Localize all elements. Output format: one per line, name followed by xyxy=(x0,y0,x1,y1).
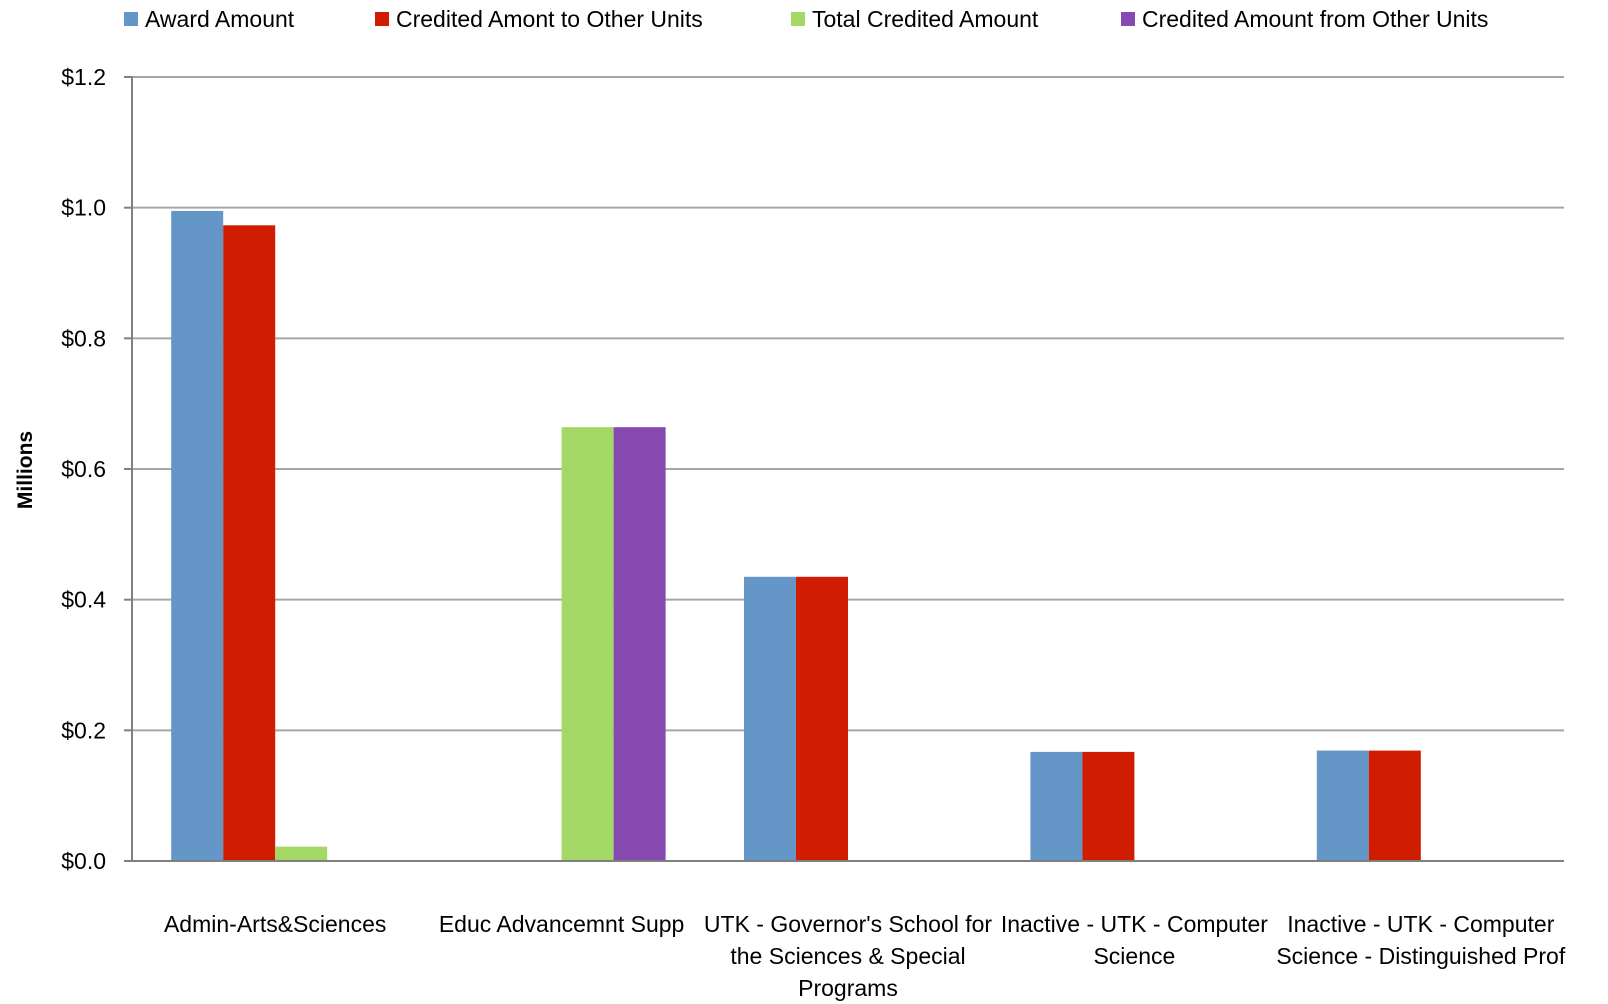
bar xyxy=(1030,751,1083,861)
bar xyxy=(1082,751,1135,861)
y-tick-label: $0.8 xyxy=(61,325,106,351)
bar xyxy=(744,576,796,861)
bar xyxy=(561,427,614,861)
y-tick-label: $1.0 xyxy=(61,195,106,221)
y-tick-label: $1.2 xyxy=(61,64,106,90)
legend-swatch xyxy=(791,12,805,26)
y-tick-label: $0.4 xyxy=(61,587,106,613)
axes xyxy=(124,77,1564,862)
x-tick-label: Inactive - UTK - Computer Science - Dist… xyxy=(1276,911,1566,969)
y-axis-ticks: $0.0 $0.2 $0.4 $0.6 $0.8 $1.0 $1.2 xyxy=(61,64,132,874)
legend-item-credited-to-other: Credited Amont to Other Units xyxy=(375,6,703,32)
legend: Award Amount Credited Amont to Other Uni… xyxy=(0,0,1608,40)
bar xyxy=(171,210,224,861)
legend-swatch xyxy=(375,12,389,26)
y-tick-label: $0.6 xyxy=(61,456,106,482)
bar xyxy=(1316,750,1369,861)
legend-swatch xyxy=(124,12,138,26)
x-tick-label: Educ Advancemnt Supp xyxy=(438,911,685,937)
legend-swatch xyxy=(1121,12,1135,26)
x-tick-label: Inactive - UTK - Computer Science xyxy=(1000,911,1268,969)
legend-item-award-amount: Award Amount xyxy=(124,6,294,32)
bar xyxy=(275,846,328,861)
legend-item-total-credited: Total Credited Amount xyxy=(791,6,1038,32)
legend-label: Total Credited Amount xyxy=(812,5,1039,32)
bar xyxy=(613,427,666,861)
y-tick-label: $0.0 xyxy=(61,848,106,874)
bar xyxy=(223,225,276,862)
y-tick-label: $0.2 xyxy=(61,717,106,743)
legend-label: Credited Amont to Other Units xyxy=(396,5,703,32)
bars xyxy=(171,210,1421,862)
legend-label: Credited Amount from Other Units xyxy=(1142,5,1489,32)
x-tick-label: Admin-Arts&Sciences xyxy=(163,911,387,937)
bar xyxy=(1368,750,1421,861)
bar xyxy=(796,576,848,861)
legend-label: Award Amount xyxy=(145,5,295,32)
legend-item-credited-from-other: Credited Amount from Other Units xyxy=(1121,6,1488,32)
x-tick-label: UTK - Governor's School for the Sciences… xyxy=(703,911,993,1001)
